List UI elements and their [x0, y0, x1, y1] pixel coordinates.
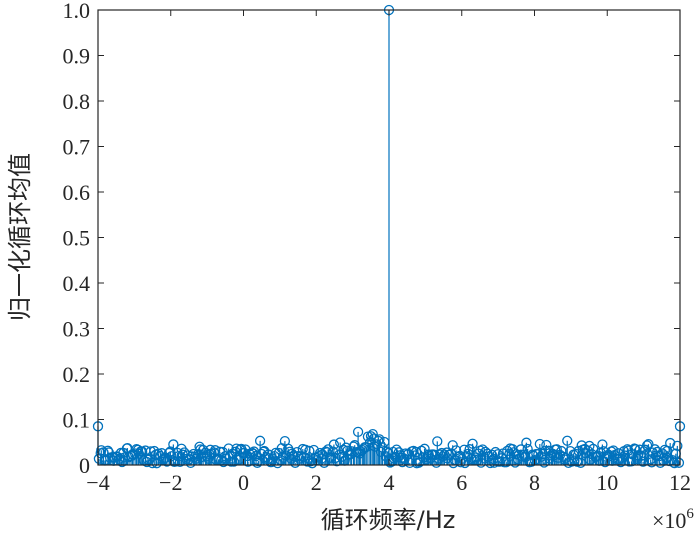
- stem-marker: [367, 428, 378, 440]
- y-tick-label: 0.7: [63, 135, 91, 160]
- stem-marker: [464, 444, 475, 455]
- y-tick-label: 0.9: [63, 44, 91, 69]
- stem-marker: [381, 446, 393, 457]
- x-tick-label: −2: [159, 470, 182, 495]
- stem-marker: [661, 452, 672, 463]
- stem-marker: [576, 440, 587, 451]
- stem-marker: [439, 449, 450, 460]
- stem-marker: [447, 440, 458, 451]
- stem-marker: [168, 439, 179, 450]
- stem-marker: [630, 444, 641, 455]
- stem-marker: [467, 438, 478, 449]
- stem-marker: [643, 439, 654, 450]
- stem-marker: [145, 446, 156, 457]
- stem-marker: [616, 453, 628, 464]
- x-tick-label: 8: [529, 470, 540, 495]
- stem-marker: [328, 439, 340, 450]
- y-tick-label: 0: [79, 453, 90, 478]
- stem-marker: [432, 436, 443, 447]
- stem-marker: [327, 446, 339, 457]
- stem-marker: [565, 445, 576, 457]
- x-exponent-power: 6: [686, 506, 694, 522]
- stem-marker: [608, 445, 619, 456]
- x-tick-label: 6: [456, 470, 467, 495]
- stem-marker: [490, 446, 501, 458]
- stem-marker: [597, 439, 608, 450]
- x-tick-label: 4: [384, 470, 395, 495]
- stem-marker: [96, 445, 107, 456]
- y-tick-label: 0.6: [63, 180, 91, 205]
- stem-marker: [562, 435, 573, 446]
- y-tick-label: 0.5: [63, 226, 91, 251]
- stem-marker: [665, 437, 676, 449]
- stem-marker: [133, 448, 145, 459]
- y-tick-label: 0.8: [63, 89, 91, 114]
- stem-marker: [673, 457, 685, 468]
- stem-marker: [521, 437, 532, 448]
- y-axis-label: 归一化循环均值: [6, 153, 34, 321]
- x-tick-label: 2: [311, 470, 322, 495]
- stem-marker: [349, 440, 360, 451]
- stem-marker: [534, 438, 545, 450]
- x-tick-label: 0: [238, 470, 249, 495]
- stem-marker: [305, 456, 316, 467]
- stem-marker: [210, 445, 221, 456]
- y-tick-label: 1.0: [63, 0, 91, 23]
- stem-marker: [441, 447, 452, 458]
- stem-marker: [391, 444, 402, 455]
- stem-marks: [92, 4, 686, 469]
- stem-marker: [672, 440, 683, 452]
- tick-marks: [97, 9, 681, 466]
- x-tick-label: 10: [596, 470, 618, 495]
- stem-marker: [129, 448, 141, 459]
- y-tick-label: 0.3: [63, 317, 91, 342]
- tick-labels: −4 −2 0 2 4 6 8 10 12 0 0.1 0.2 0.3 0.4 0.5 0.6 0.7 0.8 0.…: [63, 0, 692, 495]
- stem-marker: [502, 445, 513, 456]
- stem-marker: [352, 426, 364, 438]
- x-exponent-label: ×106: [652, 506, 694, 533]
- stem-marker: [258, 446, 269, 457]
- y-tick-label: 0.2: [63, 362, 91, 387]
- x-tick-label: 12: [669, 470, 691, 495]
- y-tick-label: 0.4: [63, 271, 91, 296]
- y-tick-label: 0.1: [63, 408, 91, 433]
- x-tick-label: −4: [86, 470, 109, 495]
- stem-marker: [541, 439, 552, 451]
- stem-marker: [254, 435, 266, 446]
- stem-marker: [218, 456, 229, 468]
- stem-marker: [165, 446, 176, 457]
- stem-marker: [515, 444, 527, 455]
- x-axis-label: 循环频率/Hz: [321, 506, 456, 534]
- stem-marker: [147, 458, 158, 469]
